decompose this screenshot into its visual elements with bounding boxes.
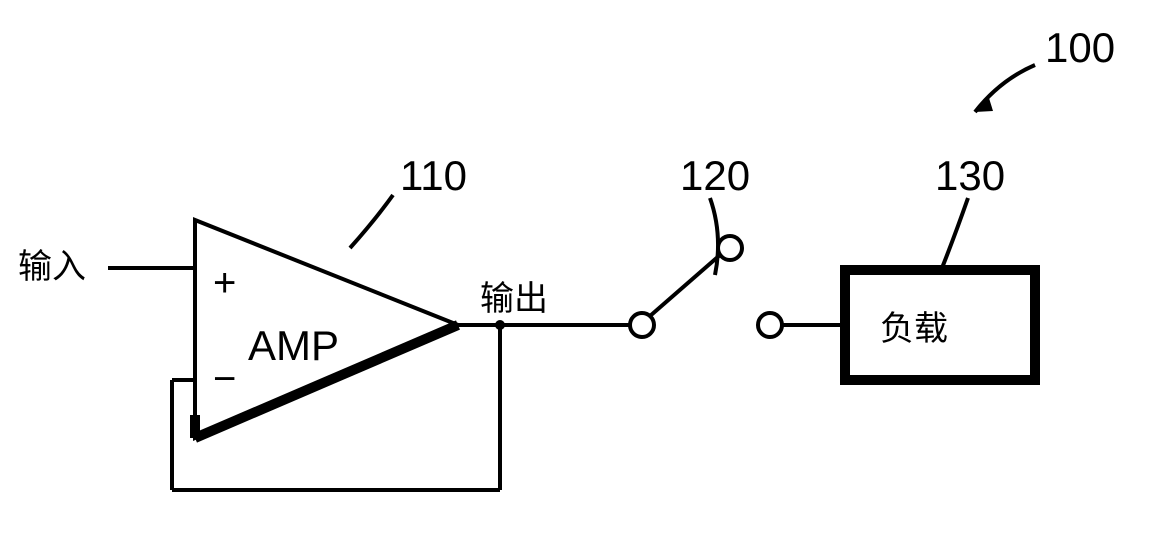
input-label: 输入 [18,248,86,286]
feedback-node [495,320,505,330]
output-label: 输出 [480,280,548,318]
switch-open-terminal [718,236,742,260]
ref-system: 100 [1045,24,1115,71]
ref-amp-leader [350,195,393,248]
amp-minus-symbol: − [213,357,236,401]
ref-amp: 110 [400,152,467,199]
amp-text-label: AMP [248,322,339,369]
switch-left-terminal [630,313,654,337]
ref-load-leader [942,198,968,268]
ref-switch: 120 [680,152,750,199]
load-label: 负载 [880,310,948,348]
ref-load: 130 [935,152,1005,199]
switch-arm [650,255,720,316]
switch-right-terminal [758,313,782,337]
schematic-diagram: 输入 + − AMP 输出 负载 100 110 120 130 [0,0,1155,554]
amp-plus-symbol: + [213,261,236,305]
